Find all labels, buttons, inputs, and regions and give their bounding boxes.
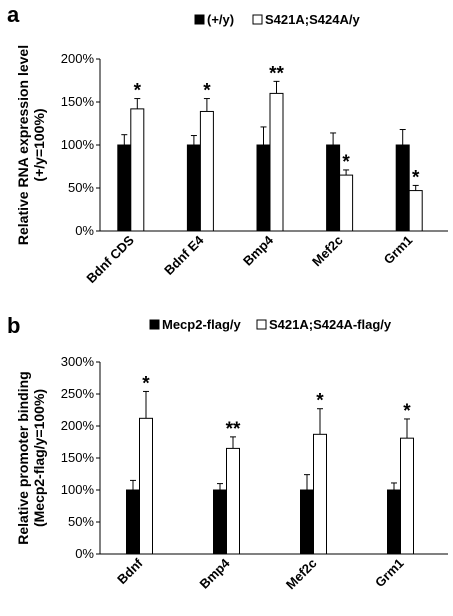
legend-swatch [252,14,263,25]
significance-marker: ** [269,63,284,84]
y-tick-label: 50% [68,514,94,529]
y-tick-label: 100% [61,137,95,152]
y-tick-label: 50% [68,180,94,195]
bar [186,144,201,232]
significance-marker: * [134,81,142,102]
significance-marker: * [142,373,150,394]
bar [408,190,423,232]
bar [130,108,145,232]
legend-swatch [256,319,267,330]
bar [199,110,214,232]
category-label: Bmp4 [196,555,233,592]
chart-panel-b: b 0% 50% 100% 150% 200% 250% 300% Relative promo… [7,313,448,592]
category-label: Grm1 [381,233,416,268]
bar [139,417,153,555]
bar [326,144,341,232]
y-tick-label: 0% [75,223,94,238]
bar [213,489,227,555]
category-label: Grm1 [372,556,407,591]
y-axis-label: Relative RNA expression level [15,45,31,245]
category-label: Mef2c [309,233,346,270]
bar [395,144,410,232]
bar [226,447,240,555]
legend-label: S421A;S424A/y [265,12,360,27]
significance-marker: * [403,401,411,422]
significance-marker: ** [226,419,241,440]
y-tick-label: 0% [75,546,94,561]
bar [256,144,271,232]
category-label: Bmp4 [240,232,277,269]
bar [117,144,132,232]
category-label: Mef2c [283,556,320,593]
bar [387,489,401,555]
significance-marker: * [316,391,324,412]
y-tick-label: 200% [61,418,95,433]
legend-label: (+/y) [207,12,234,27]
significance-marker: * [412,167,420,188]
panel-letter: b [7,313,20,338]
legend-label: S421A;S424A-flag/y [269,317,392,332]
y-tick-label: 100% [61,482,95,497]
category-label: Bdnf CDS [83,232,137,286]
significance-marker: * [203,81,211,102]
bar [400,437,414,555]
y-tick-label: 150% [61,94,95,109]
y-axis-label: Relative promoter binding [15,371,31,544]
bar [126,489,140,555]
legend-swatch [194,14,205,25]
legend-label: Mecp2-flag/y [162,317,242,332]
y-tick-label: 250% [61,386,95,401]
bar [339,174,354,232]
panel-letter: a [7,2,20,27]
category-label: Bdnf E4 [161,232,207,278]
y-tick-label: 300% [61,354,95,369]
bar [269,92,284,232]
legend-swatch [149,319,160,330]
bar [300,489,314,555]
y-axis-label: (Mecp2-flag/y=100%) [31,389,47,527]
category-label: Bdnf [114,555,146,587]
y-axis-label: (+/y=100%) [31,108,47,181]
significance-marker: * [342,152,350,173]
chart-panel-a: a 0% 50% 100% 150% 200% Relative RNA expressio… [7,2,448,286]
bar [313,433,327,555]
y-tick-label: 200% [61,51,95,66]
y-tick-label: 150% [61,450,95,465]
